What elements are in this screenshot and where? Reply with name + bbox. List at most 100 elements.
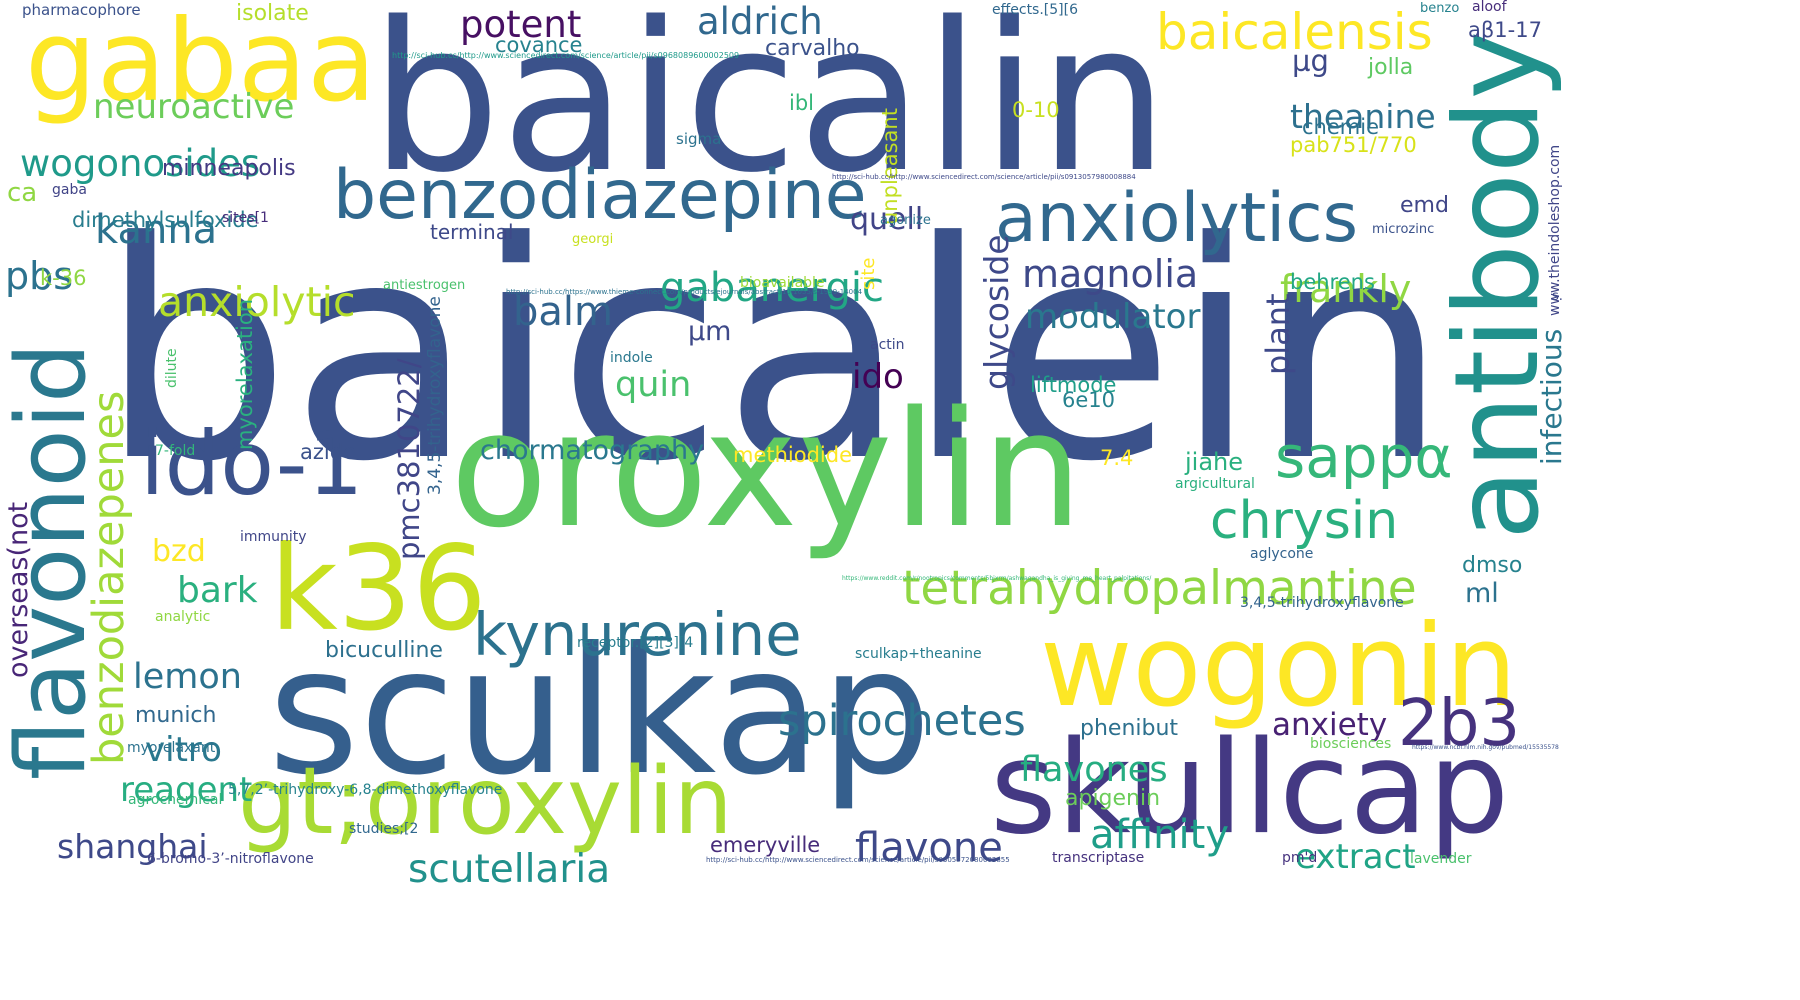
word: benzo — [1420, 1, 1460, 16]
word: magnolia — [1022, 252, 1199, 296]
word: quin — [615, 365, 692, 405]
word: kynurenine — [473, 600, 802, 669]
word: chrysin — [1210, 491, 1399, 551]
word: 7-fold — [155, 443, 196, 459]
word: flavone — [855, 825, 1003, 871]
word: http://sci-hub.cc/http://www.sciencedire… — [392, 51, 740, 60]
word: carvalho — [765, 36, 860, 61]
word: k36 — [270, 520, 487, 657]
word: infectious — [1535, 328, 1568, 465]
word: https://www.ncbi.nlm.nih.gov/pubmed/1553… — [1412, 744, 1559, 751]
word: bzd — [152, 534, 206, 569]
word: minneapolis — [162, 156, 296, 181]
word: 6-bromo-3’-nitroflavone — [147, 851, 314, 867]
word: argicultural — [1175, 476, 1255, 492]
word: sites[1 — [222, 210, 269, 226]
word: terminal — [430, 220, 514, 244]
word: aglycone — [1250, 546, 1314, 562]
word: covance — [495, 33, 583, 57]
word: isolate — [236, 1, 309, 26]
word: jolla — [1368, 55, 1414, 80]
word: 3,4,5-trihydroxyflavone — [425, 296, 445, 495]
word: aldrich — [697, 0, 823, 43]
word: dmso — [1462, 553, 1523, 578]
word: gabanergic — [660, 265, 885, 311]
word: 6e10 — [1062, 388, 1116, 412]
word: tetrahydropalmantine — [902, 561, 1417, 616]
word: bicuculline — [325, 638, 443, 663]
word: ido-1 — [140, 412, 364, 515]
word: kanna — [95, 207, 218, 253]
word: flavones — [1020, 750, 1168, 790]
word: myorelaxant — [127, 740, 216, 756]
word: pm'd — [1282, 850, 1318, 866]
word: frankly — [1280, 267, 1412, 311]
word: scutellaria — [408, 847, 611, 892]
word: shanghai — [57, 827, 208, 866]
word: plant — [1259, 293, 1297, 375]
word: ido — [852, 357, 904, 397]
word: lemon — [133, 657, 242, 697]
word: gt;oroxylin — [238, 747, 733, 855]
word: receptor.[2][3][4 — [577, 635, 694, 651]
word: reagent — [120, 770, 253, 810]
word: anxiolytics — [995, 179, 1359, 258]
word: anxiety — [1272, 707, 1388, 743]
word: apigenin — [1065, 786, 1161, 811]
word: s. — [1552, 289, 1563, 304]
word: theanine — [1290, 97, 1436, 136]
word: immunity — [240, 529, 307, 545]
word: munich — [135, 703, 217, 728]
word: methiodide — [733, 443, 853, 467]
word: liftmode — [1030, 373, 1117, 397]
word: myorelaxation — [233, 298, 257, 450]
word: antiestrogen — [383, 278, 466, 293]
word: jiahe — [1185, 448, 1244, 476]
word: pmc3810722/ — [392, 358, 426, 560]
word: spirochetes — [778, 696, 1026, 746]
word: biosciences — [1310, 736, 1392, 752]
word: azide — [300, 440, 356, 464]
word: pab751/770 — [1290, 133, 1417, 157]
word: agonize — [880, 213, 931, 228]
word: neuroactive — [93, 87, 295, 127]
word: sappα — [1275, 423, 1453, 491]
word: behrens — [1290, 270, 1375, 294]
word: µm — [688, 316, 732, 347]
word: site — [858, 257, 879, 290]
word: 2b3 — [1398, 687, 1521, 761]
word: georgi — [572, 232, 614, 247]
word: 5,7,2’-trihydroxy-6,8-dimethoxyflavone — [228, 782, 503, 798]
word: 0-10 — [1012, 98, 1060, 122]
word: skullcap — [990, 714, 1510, 863]
word: extract — [1295, 837, 1416, 877]
word: studies;[2 — [349, 821, 419, 837]
word: bark — [177, 570, 258, 611]
word: 7.4 — [1100, 446, 1134, 470]
word: benzodiazepenes — [84, 390, 134, 765]
word: actin — [870, 337, 905, 353]
word: baicalein — [100, 178, 1448, 527]
word: bioavailable — [740, 275, 825, 291]
word: gabaa — [25, 0, 377, 127]
word: potent — [460, 3, 582, 46]
word: vitro — [145, 730, 222, 770]
word: gaba — [52, 182, 87, 198]
word: ml — [1465, 578, 1499, 609]
word: µg — [1292, 44, 1329, 78]
word: sculkap+theanine — [855, 646, 982, 662]
word: wogonin — [1040, 600, 1518, 732]
word: transcriptase — [1052, 850, 1145, 866]
word: 3,4,5-trihydroxyflavone — [1240, 595, 1404, 611]
word: effects.[5][6 — [992, 2, 1079, 18]
word: benzodiazepine — [333, 156, 867, 235]
word: aloof — [1472, 0, 1507, 15]
word: sigma — [676, 130, 722, 148]
word: analytic — [155, 609, 211, 625]
word: pharmacophore — [22, 1, 141, 19]
word: ca — [7, 178, 38, 208]
word: sculkap — [268, 611, 932, 814]
word: baicalensis — [1156, 3, 1433, 61]
word: k-36 — [40, 266, 87, 290]
